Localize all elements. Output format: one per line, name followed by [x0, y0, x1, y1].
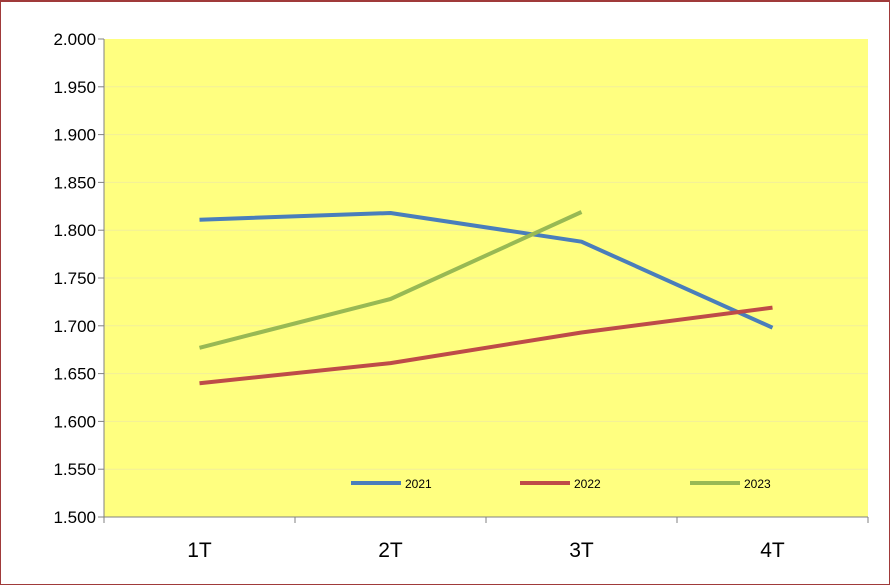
- series-lines: [199, 210, 774, 386]
- y-tick-label: 1.900: [53, 126, 96, 145]
- gridlines: [104, 86, 868, 470]
- legend-label-2021: 2021: [405, 477, 432, 491]
- series-line-2023: [199, 210, 583, 350]
- y-tick-label: 1.800: [53, 221, 96, 240]
- x-tick-label-3T: 3T: [569, 539, 594, 562]
- x-tick-label-1T: 1T: [187, 539, 212, 562]
- y-tick-label: 1.750: [53, 269, 96, 288]
- x-tick-label-2T: 2T: [378, 539, 403, 562]
- y-tick-label: 1.950: [53, 78, 96, 97]
- y-tick-label: 1.650: [53, 365, 96, 384]
- x-tick-label-4T: 4T: [760, 539, 785, 562]
- series-line-2022: [199, 305, 773, 386]
- legend: 2021 2022 2023: [351, 477, 771, 491]
- series-line-2021: [199, 211, 774, 330]
- y-tick-label: 1.700: [53, 317, 96, 336]
- y-tick-label: 1.600: [53, 412, 96, 431]
- x-axis-ticks: 1T 2T 3T 4T: [103, 517, 869, 562]
- y-tick-label: 1.500: [53, 508, 96, 527]
- y-tick-label: 2.000: [53, 30, 96, 49]
- y-tick-label: 1.550: [53, 460, 96, 479]
- y-tick-label: 1.850: [53, 173, 96, 192]
- legend-label-2023: 2023: [744, 477, 771, 491]
- legend-label-2022: 2022: [574, 477, 601, 491]
- y-axis-ticks: 2.000 1.950 1.900 1.850 1.800 1.750 1.700 1.650…: [53, 30, 104, 527]
